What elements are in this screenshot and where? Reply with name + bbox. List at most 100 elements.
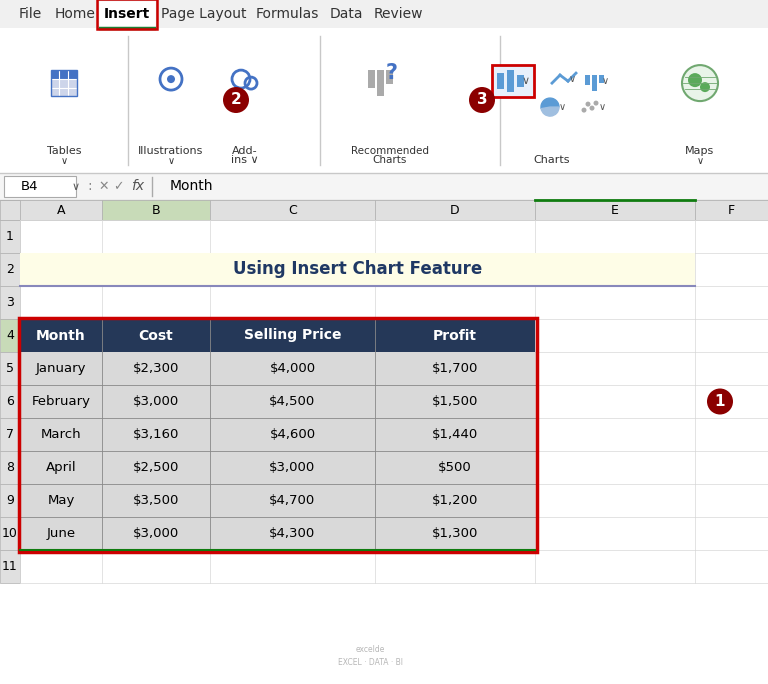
Bar bbox=[0, 200, 768, 220]
Bar bbox=[20, 220, 768, 253]
Text: $1,200: $1,200 bbox=[432, 494, 478, 507]
Bar bbox=[18, 317, 537, 551]
Circle shape bbox=[581, 107, 587, 113]
Bar bbox=[0, 517, 20, 550]
Bar bbox=[0, 286, 20, 319]
Bar bbox=[377, 70, 384, 96]
Text: B4: B4 bbox=[22, 180, 38, 193]
Text: $500: $500 bbox=[438, 461, 472, 474]
Text: 3: 3 bbox=[477, 92, 488, 107]
Bar bbox=[20, 352, 768, 385]
Text: D: D bbox=[450, 204, 460, 217]
Text: ∨: ∨ bbox=[598, 102, 605, 112]
Text: Charts: Charts bbox=[534, 155, 571, 165]
Text: $4,000: $4,000 bbox=[270, 362, 316, 375]
Text: 6: 6 bbox=[6, 395, 14, 408]
Text: 10: 10 bbox=[2, 527, 18, 540]
Text: April: April bbox=[45, 461, 76, 474]
Text: A: A bbox=[57, 204, 65, 217]
Text: Tables: Tables bbox=[47, 146, 81, 156]
Bar bbox=[20, 451, 535, 484]
Text: ∨: ∨ bbox=[568, 74, 575, 84]
Text: Month: Month bbox=[36, 328, 86, 343]
Bar bbox=[0, 0, 768, 28]
Text: 9: 9 bbox=[6, 494, 14, 507]
Bar bbox=[0, 200, 768, 684]
Circle shape bbox=[707, 389, 733, 415]
Text: $1,700: $1,700 bbox=[432, 362, 478, 375]
Bar bbox=[0, 28, 768, 173]
Text: $3,000: $3,000 bbox=[133, 527, 179, 540]
Bar bbox=[98, 0, 156, 28]
Bar bbox=[4, 176, 76, 197]
Text: ∨: ∨ bbox=[601, 76, 608, 86]
Text: 4: 4 bbox=[6, 329, 14, 342]
Text: Maps: Maps bbox=[685, 146, 715, 156]
Bar bbox=[20, 253, 768, 286]
Bar bbox=[375, 200, 535, 220]
Text: ∨: ∨ bbox=[558, 102, 565, 112]
Bar bbox=[0, 220, 20, 253]
Bar bbox=[492, 65, 534, 97]
Bar bbox=[20, 385, 768, 418]
Bar bbox=[497, 73, 504, 89]
Text: Data: Data bbox=[329, 7, 362, 21]
Bar bbox=[20, 319, 768, 352]
Bar bbox=[0, 385, 20, 418]
Text: Review: Review bbox=[373, 7, 422, 21]
Text: ins ∨: ins ∨ bbox=[231, 155, 259, 165]
Text: fx: fx bbox=[131, 179, 144, 194]
Circle shape bbox=[590, 105, 594, 111]
Text: 1: 1 bbox=[6, 230, 14, 243]
Bar bbox=[20, 253, 695, 286]
Wedge shape bbox=[541, 107, 559, 116]
Bar bbox=[0, 550, 20, 583]
Bar bbox=[20, 286, 768, 319]
Circle shape bbox=[585, 102, 591, 107]
Bar bbox=[20, 550, 768, 583]
Bar bbox=[0, 484, 20, 517]
Text: Cost: Cost bbox=[139, 328, 174, 343]
Text: $4,700: $4,700 bbox=[270, 494, 316, 507]
Bar bbox=[20, 418, 535, 451]
Text: $4,300: $4,300 bbox=[270, 527, 316, 540]
Text: Formulas: Formulas bbox=[255, 7, 319, 21]
Bar bbox=[20, 418, 768, 451]
Bar bbox=[20, 352, 535, 385]
Wedge shape bbox=[541, 98, 559, 109]
Text: June: June bbox=[46, 527, 75, 540]
Bar bbox=[0, 418, 20, 451]
Text: $1,440: $1,440 bbox=[432, 428, 478, 441]
Bar bbox=[0, 253, 20, 286]
Text: 1: 1 bbox=[715, 394, 725, 409]
Bar bbox=[20, 385, 535, 418]
Text: ∨: ∨ bbox=[72, 183, 80, 192]
Bar bbox=[599, 75, 604, 83]
Text: ∨: ∨ bbox=[61, 156, 68, 166]
Circle shape bbox=[469, 87, 495, 113]
Text: Page Layout: Page Layout bbox=[161, 7, 247, 21]
Bar bbox=[210, 200, 375, 220]
Bar bbox=[51, 71, 77, 79]
Text: C: C bbox=[288, 204, 297, 217]
Text: $3,000: $3,000 bbox=[270, 461, 316, 474]
Text: Selling Price: Selling Price bbox=[243, 328, 341, 343]
Bar bbox=[102, 200, 210, 220]
Bar bbox=[0, 352, 20, 385]
Bar bbox=[507, 70, 514, 92]
Text: $4,600: $4,600 bbox=[270, 428, 316, 441]
Text: $4,500: $4,500 bbox=[270, 395, 316, 408]
Bar bbox=[51, 79, 77, 96]
Text: 2: 2 bbox=[6, 263, 14, 276]
Bar bbox=[0, 319, 20, 352]
Bar bbox=[20, 484, 768, 517]
Bar bbox=[368, 70, 375, 88]
Text: 8: 8 bbox=[6, 461, 14, 474]
Bar bbox=[20, 517, 535, 550]
Text: $2,500: $2,500 bbox=[133, 461, 179, 474]
Text: ?: ? bbox=[386, 63, 398, 83]
Bar bbox=[20, 451, 768, 484]
Text: 3: 3 bbox=[6, 296, 14, 309]
Bar bbox=[20, 319, 535, 352]
Bar bbox=[20, 484, 535, 517]
